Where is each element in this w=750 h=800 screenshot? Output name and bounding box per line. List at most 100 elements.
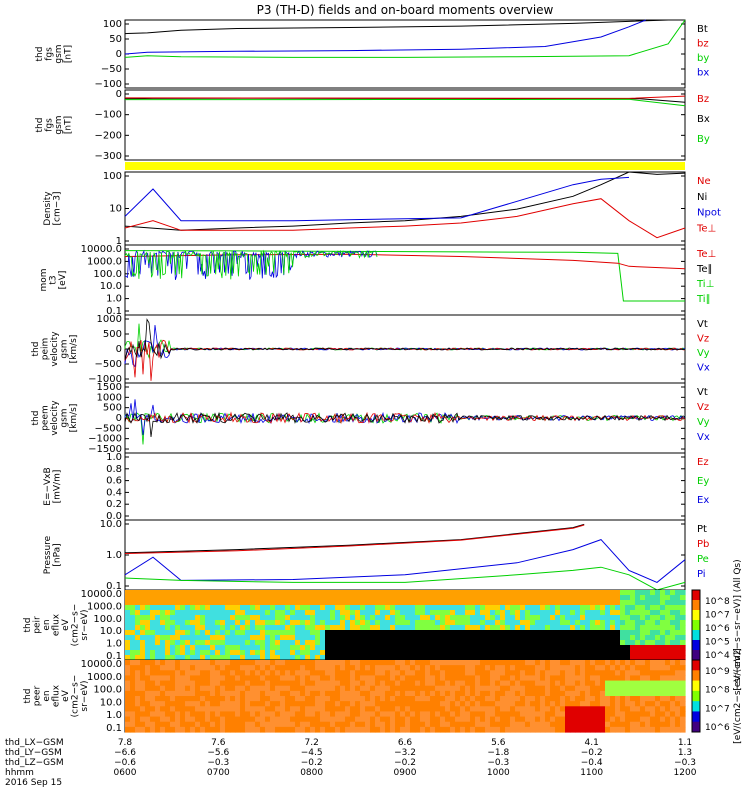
heatmap-cell [285, 701, 291, 707]
heatmap-cell [455, 655, 461, 661]
y-axis-label: E=−VxB [43, 467, 53, 505]
heatmap-cell [595, 680, 601, 687]
y-axis-label: en [42, 619, 52, 630]
heatmap-cell [135, 711, 141, 718]
heatmap-cell [470, 625, 476, 631]
heatmap-cell [130, 630, 136, 636]
heatmap-cell [235, 590, 241, 596]
heatmap-cell [185, 711, 191, 718]
heatmap-cell [570, 625, 576, 631]
heatmap-cell [330, 625, 336, 631]
heatmap-cell [235, 670, 241, 677]
heatmap-cell [145, 615, 151, 621]
heatmap-cell [340, 716, 346, 723]
heatmap-cell [345, 721, 351, 728]
heatmap-cell [440, 721, 446, 728]
heatmap-cell [265, 665, 271, 671]
heatmap-cell [520, 600, 526, 606]
heatmap-cell [625, 640, 631, 646]
heatmap-cell [485, 630, 491, 636]
x-axis-value: 7.2 [305, 738, 319, 748]
heatmap-cell [200, 590, 206, 596]
heatmap-cell [535, 690, 541, 697]
heatmap-cell [480, 665, 486, 671]
heatmap-cell [145, 680, 151, 687]
heatmap-cell [340, 600, 346, 606]
heatmap-cell [345, 701, 351, 707]
heatmap-cell [560, 660, 566, 666]
heatmap-cell [125, 711, 131, 718]
heatmap-cell [520, 620, 526, 626]
heatmap-cell [375, 685, 381, 692]
heatmap-cell [555, 640, 561, 646]
heatmap-cell [515, 711, 521, 718]
heatmap-cell [450, 625, 456, 631]
heatmap-cell [140, 670, 146, 677]
heatmap-cell [665, 640, 671, 646]
heatmap-cell [575, 665, 581, 671]
heatmap-cell [360, 600, 366, 606]
heatmap-cell [560, 605, 566, 611]
heatmap-cell [495, 620, 501, 626]
heatmap-cell [160, 706, 166, 713]
heatmap-cell [275, 610, 281, 616]
heatmap-cell [225, 665, 231, 671]
heatmap-cell [455, 690, 461, 697]
heatmap-cell [630, 696, 636, 702]
heatmap-cell [445, 690, 451, 697]
heatmap-cell [510, 600, 516, 606]
heatmap-cell [165, 711, 171, 718]
heatmap-cell [445, 605, 451, 611]
heatmap-cell [260, 620, 266, 626]
y-tick-label: 10000.0 [81, 589, 122, 600]
heatmap-cell [465, 645, 471, 651]
heatmap-cell [440, 630, 446, 636]
heatmap-cell [510, 595, 516, 601]
heatmap-cell [145, 655, 151, 661]
heatmap-cell [665, 726, 671, 733]
heatmap-cell [230, 615, 236, 621]
heatmap-cell [260, 635, 266, 641]
x-axis-row-label: hhmm [5, 768, 34, 778]
heatmap-cell [225, 706, 231, 713]
heatmap-cell [265, 655, 271, 661]
heatmap-cell [195, 711, 201, 718]
heatmap-cell [380, 726, 386, 733]
heatmap-cell [375, 605, 381, 611]
heatmap-cell [390, 665, 396, 671]
heatmap-cell [355, 690, 361, 697]
heatmap-cell [550, 615, 556, 621]
heatmap-cell [535, 610, 541, 616]
heatmap-cell [670, 665, 676, 671]
heatmap-cell [290, 716, 296, 723]
heatmap-cell [425, 726, 431, 733]
heatmap-cell [245, 716, 251, 723]
heatmap-cell [350, 726, 356, 733]
heatmap-cell [450, 620, 456, 626]
heatmap-cell [530, 620, 536, 626]
heatmap-cell [585, 685, 591, 692]
heatmap-cell [480, 690, 486, 697]
y-tick-label: −1000 [88, 374, 122, 385]
heatmap-cell [565, 595, 571, 601]
heatmap-cell [610, 590, 616, 596]
heatmap-cell [440, 726, 446, 733]
heatmap-cell [345, 645, 351, 651]
heatmap-cell [180, 670, 186, 677]
heatmap-cell [545, 675, 551, 682]
heatmap-cell [460, 711, 466, 718]
heatmap-cell [405, 590, 411, 596]
heatmap-cell [370, 650, 376, 656]
heatmap-cell [390, 630, 396, 636]
heatmap-cell [260, 605, 266, 611]
series-By-line [125, 98, 686, 107]
heatmap-cell [285, 595, 291, 601]
heatmap-cell [220, 675, 226, 682]
heatmap-cell [245, 701, 251, 707]
heatmap-cell [610, 645, 616, 651]
heatmap-cell [665, 605, 671, 611]
heatmap-cell [640, 600, 646, 606]
heatmap-cell [590, 595, 596, 601]
heatmap-cell [645, 610, 651, 616]
heatmap-cell [215, 645, 221, 651]
